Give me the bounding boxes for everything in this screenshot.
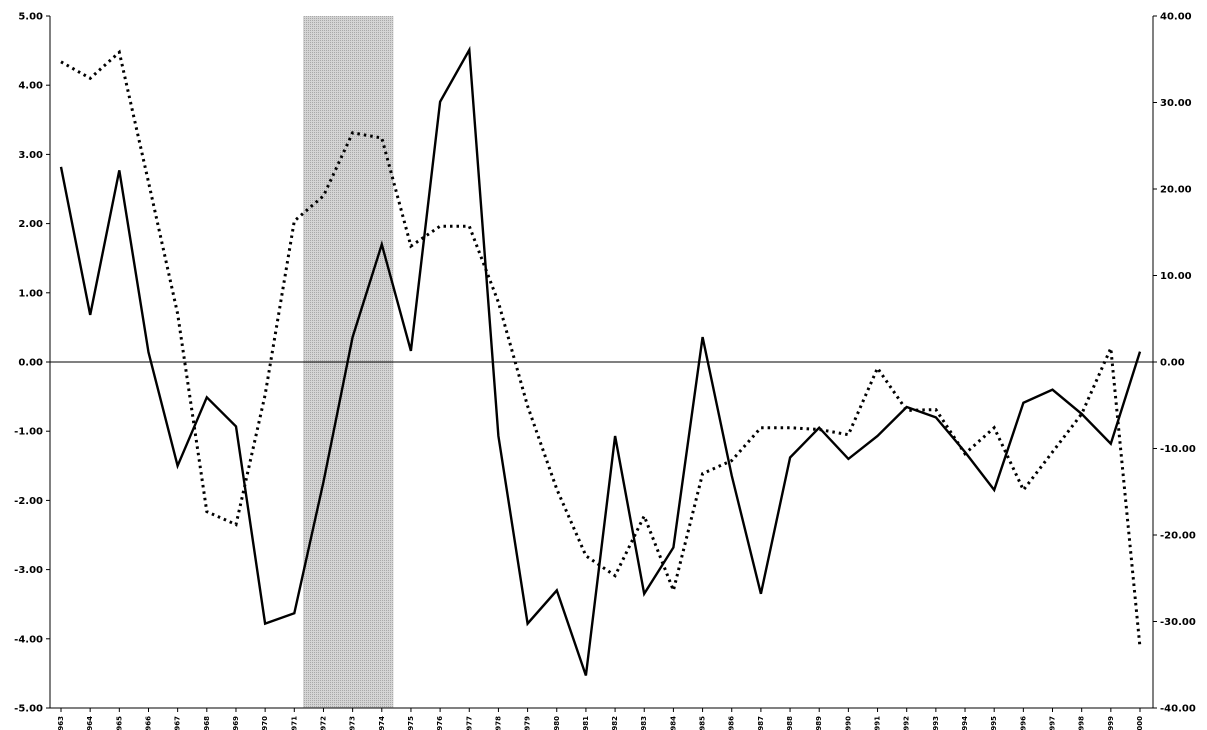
x-tick-label: 964 bbox=[86, 716, 94, 730]
x-tick-label: 997 bbox=[1049, 716, 1057, 730]
left-y-tick-label: -5.00 bbox=[14, 704, 43, 715]
left-y-tick-label: 2.00 bbox=[18, 219, 43, 230]
x-tick-label: 967 bbox=[174, 716, 182, 730]
left-y-tick-label: 3.00 bbox=[18, 150, 43, 161]
x-tick-label: 986 bbox=[728, 716, 736, 730]
x-tick-label: 974 bbox=[378, 716, 386, 730]
x-tick-label: 968 bbox=[203, 716, 211, 730]
series-solid-line bbox=[59, 45, 1142, 676]
right-y-tick-label: -20.00 bbox=[1160, 531, 1196, 542]
x-tick-label: 965 bbox=[115, 716, 123, 730]
right-y-tick-label: 20.00 bbox=[1160, 185, 1192, 196]
right-y-tick-label: 30.00 bbox=[1160, 98, 1192, 109]
x-tick-label: 1971 bbox=[290, 716, 298, 730]
x-tick-label: 1991 bbox=[874, 716, 882, 730]
x-tick-label: 966 bbox=[144, 716, 152, 730]
series-lines-layer bbox=[59, 45, 1142, 676]
x-tick-label: 982 bbox=[611, 716, 619, 730]
x-tick-label: 994 bbox=[961, 716, 969, 730]
left-y-tick-label: -1.00 bbox=[14, 427, 43, 438]
left-y-tick-label: 5.00 bbox=[18, 12, 43, 23]
x-tick-label: 984 bbox=[669, 716, 677, 730]
x-tick-label: 970 bbox=[261, 716, 269, 730]
x-tick-label: 969 bbox=[232, 716, 240, 730]
right-y-tick-label: 10.00 bbox=[1160, 271, 1192, 282]
x-tick-label: 978 bbox=[494, 716, 502, 730]
left-y-tick-label: -2.00 bbox=[14, 496, 43, 507]
x-tick-label: 963 bbox=[57, 716, 65, 730]
right-y-tick-label: 0.00 bbox=[1160, 358, 1185, 369]
tick-labels-layer: 5.00 4.00 3.00 2.00 1.00 0.00 -1.00 -2.00 -3.00 -… bbox=[14, 12, 1196, 730]
x-tick-label: 996 bbox=[1019, 716, 1027, 730]
x-tick-label: 975 bbox=[407, 716, 415, 730]
x-tick-label: 980 bbox=[553, 716, 561, 730]
x-tick-label: 000 bbox=[1136, 716, 1144, 730]
left-y-tick-label: 4.00 bbox=[18, 81, 43, 92]
x-tick-label: 1981 bbox=[582, 716, 590, 730]
x-tick-label: 977 bbox=[465, 716, 473, 730]
right-y-tick-label: -10.00 bbox=[1160, 444, 1196, 455]
left-y-tick-label: 1.00 bbox=[18, 288, 43, 299]
right-y-tick-label: 40.00 bbox=[1160, 12, 1192, 23]
left-y-tick-label: -3.00 bbox=[14, 565, 43, 576]
x-tick-label: 989 bbox=[815, 716, 823, 730]
axes-layer bbox=[46, 15, 1157, 712]
x-tick-label: 990 bbox=[844, 716, 852, 730]
x-tick-label: 992 bbox=[903, 716, 911, 730]
right-y-tick-label: -30.00 bbox=[1160, 617, 1196, 628]
x-tick-label: 993 bbox=[932, 716, 940, 730]
x-tick-label: 973 bbox=[349, 716, 357, 730]
x-tick-label: 987 bbox=[757, 716, 765, 730]
left-y-tick-label: -4.00 bbox=[14, 634, 43, 645]
x-tick-label: 976 bbox=[436, 716, 444, 730]
x-tick-label: 979 bbox=[524, 716, 532, 730]
left-y-tick-label: 0.00 bbox=[18, 358, 43, 369]
x-tick-label: 999 bbox=[1107, 716, 1115, 730]
x-tick-label: 985 bbox=[699, 716, 707, 730]
x-tick-label: 972 bbox=[319, 716, 327, 730]
x-tick-label: 995 bbox=[990, 716, 998, 730]
x-tick-label: 988 bbox=[786, 716, 794, 730]
right-y-tick-label: -40.00 bbox=[1160, 704, 1196, 715]
x-tick-label: 998 bbox=[1078, 716, 1086, 730]
x-tick-label: 983 bbox=[640, 716, 648, 730]
